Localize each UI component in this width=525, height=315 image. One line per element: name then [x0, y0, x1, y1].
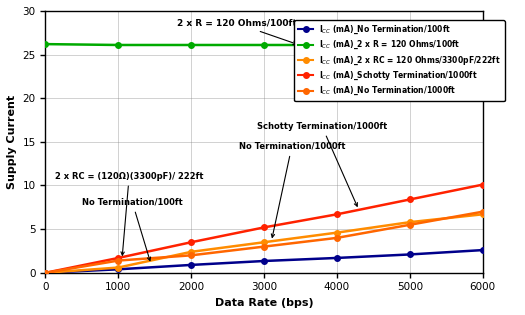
Legend: I$_{CC}$ (mA)_No Termination/100ft, I$_{CC}$ (mA)_2 x R = 120 Ohms/100ft, I$_{CC: I$_{CC}$ (mA)_No Termination/100ft, I$_{… [294, 20, 505, 101]
Text: Schotty Termination/1000ft: Schotty Termination/1000ft [257, 122, 387, 206]
Text: 2 x R = 120 Ohms/100ft: 2 x R = 120 Ohms/100ft [176, 19, 297, 45]
Text: 2 x RC = (120Ω)(3300pF)/ 222ft: 2 x RC = (120Ω)(3300pF)/ 222ft [55, 172, 204, 255]
Text: No Termination/100ft: No Termination/100ft [82, 198, 183, 261]
Y-axis label: Supply Current: Supply Current [7, 95, 17, 189]
X-axis label: Data Rate (bps): Data Rate (bps) [215, 298, 313, 308]
Text: No Termination/1000ft: No Termination/1000ft [238, 142, 345, 238]
